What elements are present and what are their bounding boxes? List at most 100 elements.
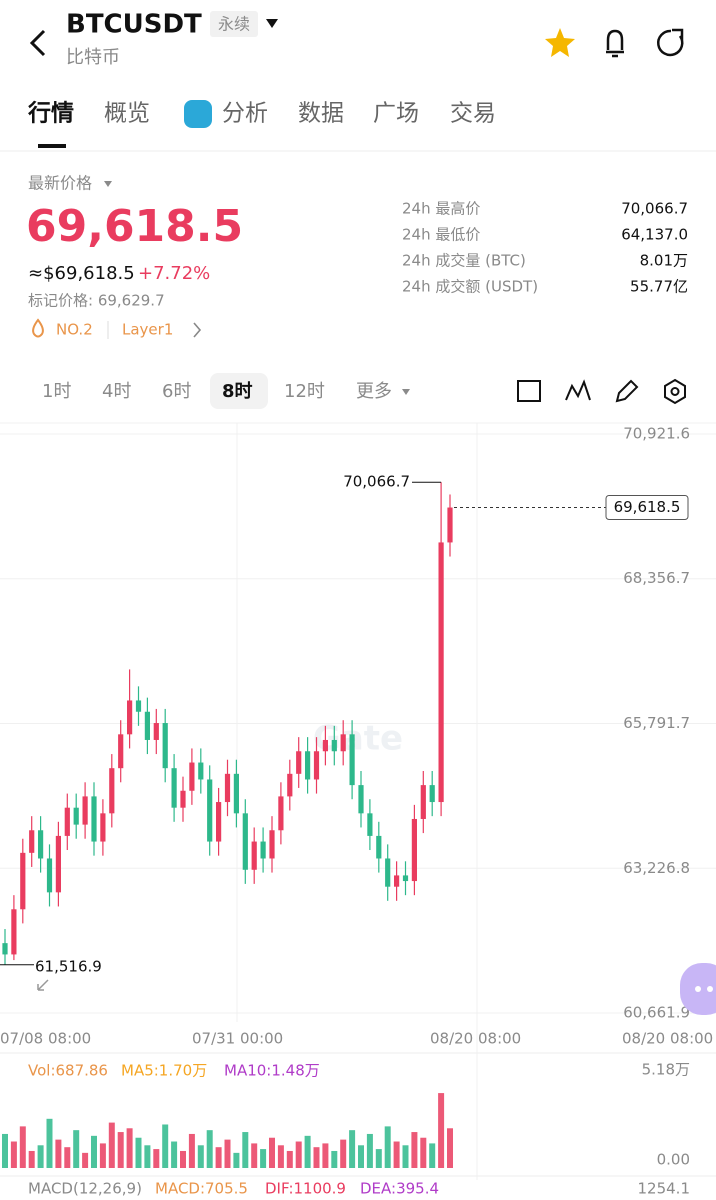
tag[interactable]: Layer1	[122, 321, 173, 339]
interval[interactable]: 8时	[222, 381, 253, 402]
tab[interactable]: 广场	[373, 101, 419, 127]
volume-bar	[366, 1133, 373, 1168]
intervals: 1时 4时 6时 8时 12时 更多	[42, 381, 392, 402]
volume-bar	[19, 1126, 26, 1168]
stat-label: 24h 最低价	[402, 226, 480, 244]
symbol[interactable]: BTCUSDT	[66, 10, 202, 40]
candle-body	[11, 909, 17, 955]
stat-value: 55.77亿	[630, 278, 688, 296]
volume-bar	[224, 1139, 231, 1168]
volume-bar	[171, 1141, 178, 1168]
volume-bar	[46, 1118, 53, 1168]
candle-body	[224, 773, 231, 803]
x-tick-label: 07/08 08:00	[0, 1030, 91, 1048]
badge: 永续	[218, 15, 250, 34]
tool-draw[interactable]	[615, 379, 639, 403]
volume-bar	[349, 1130, 356, 1168]
tab[interactable]: 分析	[222, 101, 268, 127]
candle-body	[171, 768, 177, 808]
tool-indicator[interactable]	[565, 379, 591, 401]
tool-settings-dot[interactable]	[670, 387, 680, 396]
volume-bar	[429, 1143, 436, 1168]
interval[interactable]: 更多	[356, 381, 392, 402]
price-chart: 70,921.6 68,356.7 65,791.7 63,226.8 60,661.9…	[0, 424, 716, 1048]
stat-value: 64,137.0	[621, 226, 688, 244]
tool-fullscreen[interactable]	[517, 380, 541, 402]
assistant-dot	[707, 986, 713, 992]
stat-label: 24h 成交量 (BTC)	[402, 252, 526, 270]
volume-bar	[197, 1145, 204, 1168]
candle-body	[349, 734, 355, 786]
tab-indicator	[38, 144, 66, 148]
volume-bar	[99, 1143, 106, 1168]
more-dropdown[interactable]	[402, 389, 410, 395]
interval[interactable]: 12时	[284, 381, 325, 402]
volume-bar	[331, 1150, 338, 1168]
favorite-star[interactable]	[545, 28, 575, 57]
symbol-dropdown[interactable]	[266, 19, 278, 28]
last-price-label: 69,618.5	[614, 498, 681, 516]
ai-icon	[184, 100, 212, 128]
price-caption: 最新价格	[28, 174, 92, 193]
tool-settings[interactable]	[664, 378, 686, 405]
back-button[interactable]	[29, 29, 46, 57]
candle-body	[20, 852, 26, 910]
volume-bar	[411, 1132, 418, 1168]
volume-bar	[188, 1133, 195, 1168]
candle-body	[216, 802, 222, 842]
candle-body	[305, 751, 311, 780]
macd-scale: 1254.1	[638, 1180, 691, 1198]
interval[interactable]: 6时	[162, 381, 191, 402]
usd-price: ≈$69,618.5	[28, 263, 135, 284]
x-tick-label: 07/31 00:00	[192, 1030, 283, 1048]
candle-body	[340, 734, 346, 752]
tab[interactable]: 行情	[27, 100, 74, 127]
x-tick-label: 08/20 08:00	[430, 1030, 521, 1048]
volume-bar	[260, 1149, 267, 1168]
alert-bell[interactable]	[606, 29, 624, 58]
volume-bar	[313, 1147, 320, 1168]
tab[interactable]: 数据	[298, 101, 344, 127]
volume-bar	[420, 1137, 427, 1168]
candle-body	[376, 835, 382, 859]
stat-value: 8.01万	[640, 252, 688, 270]
candle-body	[144, 711, 150, 740]
mark-price: 标记价格: 69,629.7	[28, 292, 165, 310]
candle-body	[100, 813, 106, 842]
candle-body	[82, 796, 88, 825]
dea-value: DEA:395.4	[360, 1180, 439, 1198]
expand-icon[interactable]	[37, 979, 49, 991]
interval[interactable]: 4时	[102, 381, 131, 402]
candle-body	[135, 700, 142, 712]
watermark: Gate	[313, 719, 403, 759]
y-tick-label: 68,356.7	[623, 569, 690, 587]
tag-arrow[interactable]	[193, 322, 202, 338]
high-label: 70,066.7	[343, 473, 410, 491]
share-button[interactable]	[656, 28, 684, 57]
assistant-dot	[695, 986, 701, 992]
tab[interactable]: 概览	[104, 101, 150, 127]
rank[interactable]: NO.2	[56, 321, 93, 339]
caption-dropdown[interactable]	[104, 181, 112, 187]
macd-value: MACD:705.5	[155, 1180, 248, 1198]
stat-value: 70,066.7	[621, 200, 688, 218]
volume-bar	[277, 1145, 284, 1168]
volume-bar	[144, 1145, 151, 1168]
interval-selected-bg	[210, 373, 268, 409]
candle-body	[447, 507, 453, 543]
candle-body	[242, 813, 248, 870]
candle-body	[438, 542, 444, 803]
volume-bar	[438, 1093, 445, 1168]
y-tick-label: 5.18万	[642, 1061, 690, 1079]
low-label: 61,516.9	[35, 957, 102, 975]
candle-body	[198, 762, 204, 780]
y-tick-label: 63,226.8	[623, 859, 690, 877]
tab[interactable]: 交易	[450, 101, 496, 127]
volume-bar	[162, 1124, 169, 1168]
stat-label: 24h 成交额 (USDT)	[402, 278, 538, 296]
candle-body	[180, 790, 186, 808]
candle-body	[233, 773, 239, 814]
interval[interactable]: 1时	[42, 381, 71, 402]
candle-body	[394, 875, 400, 887]
